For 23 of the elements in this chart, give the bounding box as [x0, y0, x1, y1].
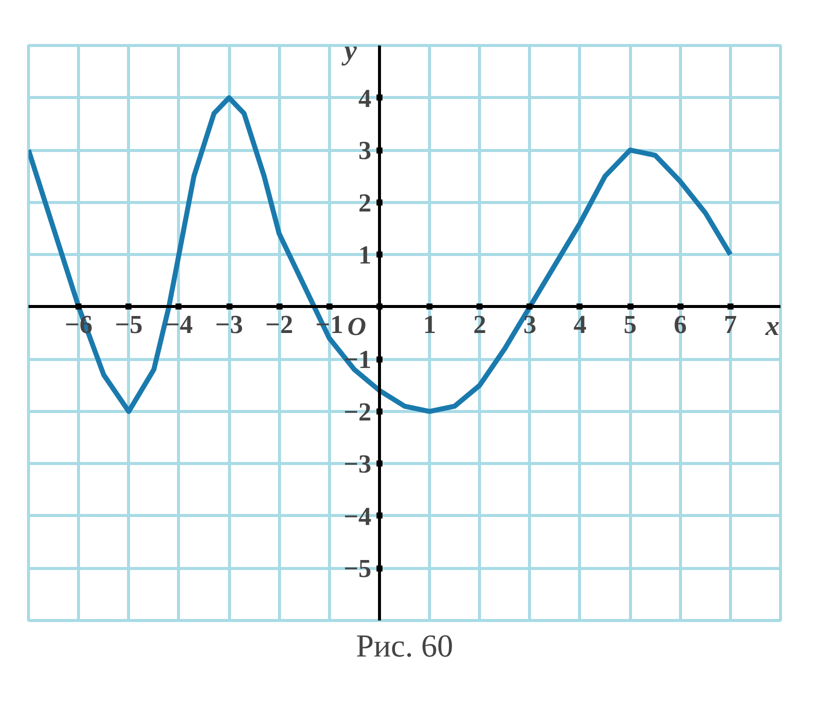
text: Рис. 60 — [356, 628, 454, 664]
y-tick-label: −5 — [344, 554, 372, 584]
y-tick-label: 4 — [358, 84, 372, 113]
annotation: O — [347, 312, 366, 341]
y-tick-label: 3 — [358, 136, 372, 166]
x-tick-label: 4 — [573, 310, 586, 339]
y-axis-title: y — [341, 35, 358, 66]
x-tick-label: 1 — [423, 310, 436, 339]
x-tick-label: 7 — [724, 310, 737, 339]
y-tick-label: −2 — [344, 397, 372, 426]
x-tick-label: −2 — [265, 310, 294, 339]
y-tick-label: 1 — [358, 240, 372, 270]
y-tick-label: −3 — [344, 450, 372, 479]
x-tick-label: −4 — [164, 310, 193, 339]
x-tick-label: 5 — [624, 310, 637, 339]
y-tick-label: 2 — [358, 188, 372, 218]
y-tick-label: −4 — [344, 502, 372, 531]
x-axis-title: x — [764, 310, 780, 342]
x-tick-label: 6 — [674, 310, 687, 339]
x-tick-label: 3 — [523, 310, 536, 339]
x-tick-label: −5 — [114, 310, 143, 339]
x-tick-label: 2 — [473, 310, 486, 339]
x-tick-label: −3 — [215, 310, 243, 339]
